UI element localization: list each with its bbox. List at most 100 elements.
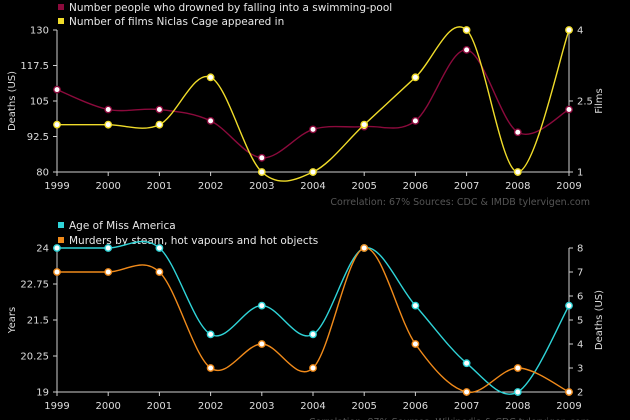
data-point bbox=[155, 105, 164, 114]
data-point bbox=[411, 73, 420, 82]
data-point bbox=[155, 120, 164, 129]
legend-label: Age of Miss America bbox=[69, 220, 176, 232]
x-tick-label: 2000 bbox=[95, 401, 120, 412]
x-tick-label: 1999 bbox=[44, 401, 69, 412]
right-axis-label: Deaths (US) bbox=[594, 290, 605, 350]
left-tick-label: 20.25 bbox=[20, 352, 49, 363]
legend-swatch bbox=[58, 4, 64, 10]
data-point bbox=[104, 105, 113, 114]
data-point bbox=[411, 340, 420, 348]
data-point bbox=[360, 120, 369, 129]
left-tick-label: 130 bbox=[30, 26, 49, 37]
left-tick-label: 24 bbox=[36, 244, 49, 255]
x-tick-label: 2001 bbox=[147, 401, 172, 412]
x-tick-label: 2002 bbox=[198, 181, 223, 192]
data-point bbox=[411, 116, 420, 125]
x-tick-label: 2008 bbox=[505, 401, 530, 412]
footer-text: Correlation: 87% Sources: Wikipedia & CD… bbox=[309, 417, 590, 420]
legend-swatch bbox=[58, 222, 64, 228]
data-point bbox=[411, 301, 420, 310]
x-tick-label: 2007 bbox=[454, 401, 479, 412]
left-tick-label: 21.5 bbox=[27, 316, 49, 327]
left-tick-label: 19 bbox=[36, 388, 49, 399]
data-point bbox=[104, 268, 113, 276]
data-point bbox=[53, 120, 61, 129]
x-tick-label: 2000 bbox=[95, 181, 120, 192]
x-tick-label: 2006 bbox=[403, 181, 428, 192]
x-tick-label: 2003 bbox=[249, 401, 274, 412]
data-point bbox=[309, 330, 317, 339]
x-tick-label: 2005 bbox=[351, 181, 376, 192]
series-line bbox=[56, 49, 570, 159]
data-point bbox=[155, 244, 164, 252]
x-tick-label: 2007 bbox=[454, 181, 479, 192]
left-tick-label: 22.75 bbox=[20, 280, 49, 291]
legend-swatch bbox=[58, 237, 64, 243]
x-tick-label: 2004 bbox=[300, 181, 325, 192]
right-tick-label: 2.5 bbox=[577, 97, 593, 108]
x-tick-label: 2004 bbox=[300, 401, 325, 412]
x-tick-label: 2008 bbox=[505, 181, 530, 192]
data-point bbox=[155, 268, 164, 276]
data-point bbox=[565, 388, 573, 396]
data-point bbox=[462, 45, 471, 54]
right-tick-label: 5 bbox=[577, 316, 583, 327]
data-point bbox=[257, 301, 266, 310]
x-tick-label: 2003 bbox=[249, 181, 274, 192]
data-point bbox=[257, 340, 266, 348]
data-point bbox=[257, 168, 266, 176]
data-point bbox=[53, 244, 61, 252]
data-point bbox=[513, 364, 522, 372]
data-point bbox=[565, 105, 573, 114]
data-point bbox=[309, 364, 317, 372]
left-tick-label: 92.5 bbox=[27, 132, 49, 143]
data-point bbox=[513, 168, 522, 176]
right-tick-label: 8 bbox=[577, 244, 583, 255]
right-tick-label: 2 bbox=[577, 388, 583, 399]
left-axis-label: Deaths (US) bbox=[7, 71, 18, 131]
left-tick-label: 117.5 bbox=[20, 61, 49, 72]
x-tick-label: 2005 bbox=[351, 401, 376, 412]
right-tick-label: 1 bbox=[577, 168, 583, 179]
data-point bbox=[206, 73, 215, 82]
data-point bbox=[104, 244, 113, 252]
left-tick-label: 105 bbox=[30, 97, 49, 108]
data-point bbox=[462, 388, 471, 396]
left-axis-label: Years bbox=[7, 307, 18, 334]
data-point bbox=[513, 388, 522, 396]
data-point bbox=[104, 120, 113, 129]
data-point bbox=[513, 128, 522, 137]
data-point bbox=[462, 359, 471, 368]
data-point bbox=[309, 125, 317, 134]
legend-label: Murders by steam, hot vapours and hot ob… bbox=[69, 235, 318, 247]
data-point bbox=[565, 26, 573, 34]
data-point bbox=[206, 116, 215, 125]
left-tick-label: 80 bbox=[36, 168, 49, 179]
x-tick-label: 2001 bbox=[147, 181, 172, 192]
footer-text: Correlation: 67% Sources: CDC & IMDB tyl… bbox=[330, 197, 590, 208]
x-tick-label: 1999 bbox=[44, 181, 69, 192]
data-point bbox=[53, 85, 61, 94]
data-point bbox=[206, 364, 215, 372]
data-point bbox=[257, 153, 266, 162]
x-tick-label: 2009 bbox=[556, 401, 581, 412]
data-point bbox=[462, 26, 471, 34]
data-point bbox=[206, 330, 215, 339]
right-tick-label: 4 bbox=[577, 340, 583, 351]
data-point bbox=[565, 301, 573, 310]
x-tick-label: 2002 bbox=[198, 401, 223, 412]
right-tick-label: 3 bbox=[577, 364, 583, 375]
data-point bbox=[53, 268, 61, 276]
right-tick-label: 7 bbox=[577, 268, 583, 279]
legend-label: Number of films Niclas Cage appeared in bbox=[69, 16, 284, 28]
x-tick-label: 2009 bbox=[556, 181, 581, 192]
right-axis-label: Films bbox=[594, 88, 605, 114]
right-tick-label: 6 bbox=[577, 292, 583, 303]
legend-swatch bbox=[58, 18, 64, 24]
right-tick-label: 4 bbox=[577, 26, 583, 37]
data-point bbox=[360, 244, 369, 252]
legend-label: Number people who drowned by falling int… bbox=[69, 2, 392, 14]
series-line bbox=[57, 26, 570, 182]
